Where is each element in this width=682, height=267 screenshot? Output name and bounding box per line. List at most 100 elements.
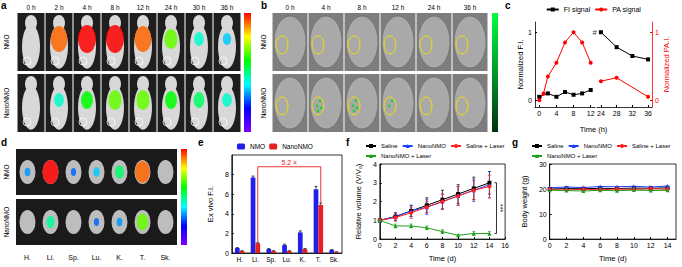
svg-text:c: c — [505, 0, 511, 11]
svg-text:Lu.: Lu. — [282, 256, 291, 263]
svg-text:24 h: 24 h — [428, 4, 441, 11]
svg-text:5.2 ×: 5.2 × — [281, 159, 297, 166]
svg-text:***: *** — [497, 204, 504, 212]
svg-text:H.: H. — [236, 256, 243, 263]
svg-text:4 h: 4 h — [82, 4, 91, 11]
svg-text:NanoNMO: NanoNMO — [282, 143, 313, 150]
svg-text:8: 8 — [572, 110, 576, 117]
svg-text:2 h: 2 h — [54, 4, 63, 11]
svg-text:a: a — [1, 0, 7, 11]
svg-text:FI signal: FI signal — [564, 6, 591, 14]
svg-text:36 h: 36 h — [464, 4, 477, 11]
svg-text:1: 1 — [373, 217, 377, 224]
svg-text:0: 0 — [528, 97, 532, 104]
svg-text:8: 8 — [225, 171, 229, 178]
svg-text:Relative volume (V/V₀): Relative volume (V/V₀) — [354, 163, 363, 239]
svg-text:0: 0 — [543, 236, 547, 243]
svg-text:NanoNMO: NanoNMO — [260, 88, 267, 119]
svg-text:6: 6 — [598, 242, 602, 249]
svg-text:Time (h): Time (h) — [580, 125, 608, 134]
svg-text:NMO: NMO — [3, 34, 10, 49]
svg-text:Sk.: Sk. — [160, 254, 170, 261]
svg-text:2: 2 — [565, 242, 569, 249]
svg-text:Saline: Saline — [547, 143, 564, 149]
svg-text:28: 28 — [613, 110, 621, 117]
svg-text:4: 4 — [373, 161, 377, 168]
svg-text:#: # — [592, 28, 597, 37]
svg-text:12 h: 12 h — [137, 4, 150, 11]
svg-text:2: 2 — [373, 198, 377, 205]
svg-text:NanoNMO + Laser: NanoNMO + Laser — [381, 153, 431, 159]
svg-text:12 h: 12 h — [392, 4, 405, 11]
svg-text:36 h: 36 h — [221, 4, 234, 11]
svg-text:20: 20 — [539, 186, 547, 193]
svg-text:30 h: 30 h — [193, 4, 206, 11]
svg-text:0 h: 0 h — [26, 4, 35, 11]
svg-text:16: 16 — [501, 242, 509, 249]
svg-text:8: 8 — [615, 242, 619, 249]
svg-text:NMO: NMO — [260, 34, 267, 49]
svg-text:0: 0 — [537, 110, 541, 117]
svg-text:Saline + Laser: Saline + Laser — [466, 143, 505, 149]
svg-text:4: 4 — [225, 210, 229, 217]
svg-text:12: 12 — [647, 242, 655, 249]
svg-text:10: 10 — [539, 211, 547, 218]
svg-text:8: 8 — [440, 242, 444, 249]
svg-text:24: 24 — [597, 110, 605, 117]
svg-text:Li.: Li. — [47, 254, 54, 261]
svg-text:12: 12 — [587, 110, 595, 117]
svg-text:1: 1 — [528, 29, 532, 36]
svg-text:Normalized PA.I.: Normalized PA.I. — [662, 37, 671, 93]
svg-text:Sk.: Sk. — [329, 256, 339, 263]
svg-text:b: b — [261, 0, 267, 11]
svg-text:1: 1 — [655, 29, 659, 36]
svg-text:d: d — [1, 137, 7, 148]
svg-text:30: 30 — [539, 161, 547, 168]
svg-text:e: e — [198, 137, 204, 148]
svg-text:12: 12 — [470, 242, 478, 249]
svg-text:4: 4 — [409, 242, 413, 249]
svg-text:g: g — [512, 137, 518, 148]
svg-text:0: 0 — [378, 242, 382, 249]
svg-text:10: 10 — [630, 242, 638, 249]
svg-text:36: 36 — [644, 110, 652, 117]
svg-text:NanoNMO + Laser: NanoNMO + Laser — [547, 153, 597, 159]
svg-text:Sp.: Sp. — [266, 256, 276, 264]
svg-text:3: 3 — [373, 179, 377, 186]
svg-text:4 h: 4 h — [321, 4, 330, 11]
svg-text:NMO: NMO — [3, 164, 10, 179]
svg-text:NMO: NMO — [250, 143, 265, 150]
svg-text:Normalized F.I.: Normalized F.I. — [516, 39, 525, 89]
svg-text:6: 6 — [225, 191, 229, 198]
svg-text:4: 4 — [581, 242, 585, 249]
svg-text:Time (d): Time (d) — [599, 254, 627, 263]
svg-text:f: f — [346, 137, 350, 148]
svg-text:NanoNMO: NanoNMO — [3, 207, 10, 238]
svg-text:NanoNMO: NanoNMO — [418, 143, 447, 149]
svg-text:Ex vivo F.I.: Ex vivo F.I. — [206, 186, 215, 222]
svg-text:K.: K. — [300, 256, 306, 263]
svg-text:8 h: 8 h — [357, 4, 366, 11]
svg-text:2: 2 — [394, 242, 398, 249]
svg-text:0: 0 — [373, 236, 377, 243]
svg-text:14: 14 — [664, 242, 672, 249]
svg-text:0: 0 — [225, 250, 229, 257]
svg-text:NanoNMO: NanoNMO — [3, 88, 10, 119]
svg-text:24 h: 24 h — [165, 4, 178, 11]
svg-text:Li.: Li. — [252, 256, 259, 263]
svg-text:0: 0 — [655, 97, 659, 104]
svg-text:0 h: 0 h — [285, 4, 294, 11]
svg-text:6: 6 — [425, 242, 429, 249]
svg-text:T.: T. — [140, 254, 146, 261]
svg-text:8 h: 8 h — [110, 4, 119, 11]
svg-text:14: 14 — [486, 242, 494, 249]
svg-text:2: 2 — [225, 230, 229, 237]
svg-text:Time (d): Time (d) — [429, 254, 457, 263]
svg-text:Body weight (g): Body weight (g) — [520, 175, 529, 228]
svg-text:Sp.: Sp. — [68, 254, 79, 262]
svg-text:0: 0 — [548, 242, 552, 249]
svg-text:10: 10 — [454, 242, 462, 249]
svg-text:NanoNMO: NanoNMO — [584, 143, 613, 149]
svg-text:T.: T. — [316, 256, 321, 263]
svg-text:4: 4 — [554, 110, 558, 117]
